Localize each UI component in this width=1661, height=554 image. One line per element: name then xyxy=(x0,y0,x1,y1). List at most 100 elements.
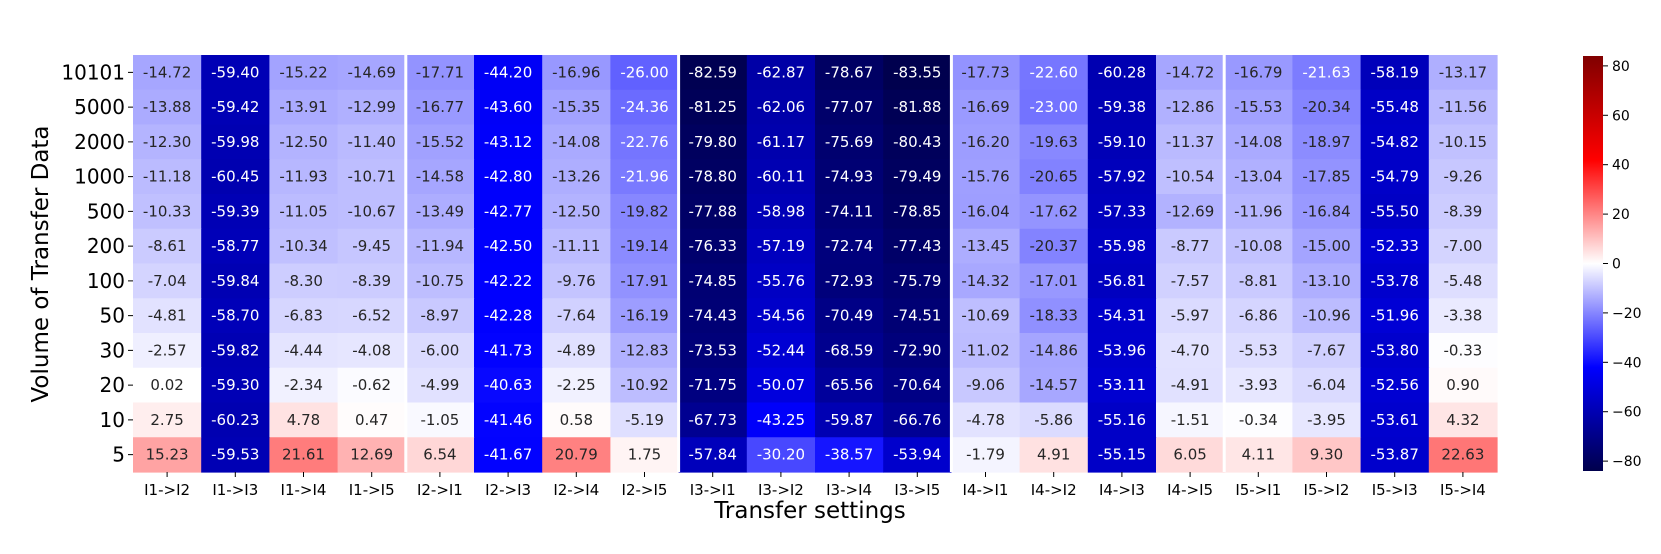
cell-value-label: -13.91 xyxy=(279,98,327,116)
cell-value-label: -8.77 xyxy=(1171,237,1210,255)
heatmap-cell xyxy=(815,367,884,404)
heatmap-cell xyxy=(269,228,339,265)
cell-value-label: -15.22 xyxy=(279,63,327,81)
y-tick-label: 5000 xyxy=(74,95,125,119)
x-tick-label: I5->I1 xyxy=(1235,481,1281,499)
cell-value-label: -4.08 xyxy=(352,341,391,359)
y-tick-label: 5 xyxy=(112,443,125,467)
cell-value-label: -52.56 xyxy=(1371,376,1419,394)
heatmap-cell xyxy=(542,55,611,91)
heatmap-cell xyxy=(133,228,202,265)
cell-value-label: 4.32 xyxy=(1446,411,1479,429)
cell-value-label: -6.04 xyxy=(1307,376,1346,394)
heatmap-cell xyxy=(746,159,816,195)
cell-value-label: -59.53 xyxy=(211,446,259,464)
cell-value-label: -55.50 xyxy=(1371,202,1419,220)
x-tick-label: I5->I4 xyxy=(1440,481,1486,499)
heatmap-cell xyxy=(337,159,407,195)
heatmap-cell xyxy=(1292,159,1362,195)
cell-value-label: -19.63 xyxy=(1030,133,1078,151)
heatmap-cell xyxy=(1360,89,1430,126)
heatmap-cell xyxy=(1428,55,1498,91)
heatmap-cell xyxy=(678,402,748,438)
heatmap-cell xyxy=(405,333,475,369)
heatmap-cell xyxy=(337,437,407,473)
heatmap-cell xyxy=(337,194,407,230)
heatmap-cell xyxy=(1156,228,1225,265)
cell-value-label: -42.80 xyxy=(484,168,532,186)
heatmap-cell xyxy=(951,437,1021,473)
heatmap-cell xyxy=(1428,263,1498,299)
cell-value-label: -7.64 xyxy=(557,307,596,325)
cell-value-label: -74.51 xyxy=(893,307,941,325)
cell-value-label: -5.53 xyxy=(1239,341,1278,359)
cell-value-label: -11.56 xyxy=(1439,98,1487,116)
heatmap-cell xyxy=(1156,159,1225,195)
heatmap-cell xyxy=(1156,437,1225,473)
heatmap-cell xyxy=(337,124,407,160)
heatmap-cell xyxy=(610,159,680,195)
heatmap-cell xyxy=(542,89,611,126)
heatmap-cell xyxy=(474,298,543,334)
heatmap-cell xyxy=(201,228,270,265)
cell-value-label: -59.82 xyxy=(211,341,259,359)
heatmap-cell xyxy=(1428,194,1498,230)
colorbar-tick-label: −40 xyxy=(1612,355,1642,371)
heatmap-cell xyxy=(1428,159,1498,195)
group-separators xyxy=(404,55,1226,472)
heatmap-cell xyxy=(1292,228,1362,265)
cell-value-label: -13.17 xyxy=(1439,63,1487,81)
cell-value-label: -6.83 xyxy=(284,307,323,325)
heatmap-cell xyxy=(610,228,680,265)
cell-value-label: -52.44 xyxy=(757,341,805,359)
heatmap-cell xyxy=(337,367,407,404)
heatmap-cell xyxy=(474,228,543,265)
cell-value-label: -58.70 xyxy=(211,307,259,325)
cell-value-label: -62.87 xyxy=(757,63,805,81)
cell-value-label: -55.76 xyxy=(757,272,805,290)
heatmap-cell xyxy=(201,159,270,195)
cell-value-label: -10.67 xyxy=(348,202,396,220)
cell-value-label: -59.39 xyxy=(211,202,259,220)
x-tick-label: I3->I1 xyxy=(690,481,736,499)
cell-value-label: -8.39 xyxy=(352,272,391,290)
heatmap-cell xyxy=(815,228,884,265)
heatmap-cell xyxy=(337,298,407,334)
cell-value-label: -15.52 xyxy=(416,133,464,151)
cell-value-label: 15.23 xyxy=(146,446,189,464)
heatmap-cell xyxy=(133,402,202,438)
heatmap-cell xyxy=(1292,124,1362,160)
cell-value-label: -81.88 xyxy=(893,98,941,116)
cell-value-label: -74.85 xyxy=(689,272,737,290)
cell-value-label: -79.80 xyxy=(689,133,737,151)
x-tick-label: I1->I5 xyxy=(349,481,395,499)
heatmap-cell xyxy=(269,89,339,126)
cell-value-label: -16.79 xyxy=(1234,63,1282,81)
cell-value-label: -13.26 xyxy=(552,168,600,186)
heatmap-cell xyxy=(133,437,202,473)
cell-value-label: -43.25 xyxy=(757,411,805,429)
x-tick-label: I4->I3 xyxy=(1099,481,1145,499)
heatmap-cell xyxy=(815,194,884,230)
heatmap-cell xyxy=(1292,333,1362,369)
cell-value-label: -0.34 xyxy=(1239,411,1278,429)
heatmap-cell xyxy=(883,402,952,438)
cell-value-label: -10.15 xyxy=(1439,133,1487,151)
cell-value-label: -26.00 xyxy=(620,63,668,81)
heatmap-cell xyxy=(337,263,407,299)
cell-value-label: -59.84 xyxy=(211,272,259,290)
heatmap-cell xyxy=(883,437,952,473)
cell-value-label: -14.58 xyxy=(416,168,464,186)
cell-value-label: 21.61 xyxy=(282,446,325,464)
cell-value-label: -16.20 xyxy=(961,133,1009,151)
cell-value-label: -2.34 xyxy=(284,376,323,394)
cell-value-label: -17.91 xyxy=(620,272,668,290)
cell-value-label: 4.11 xyxy=(1242,446,1275,464)
heatmap-cell xyxy=(133,194,202,230)
heatmap-cell xyxy=(269,55,339,91)
heatmap-cell xyxy=(1087,194,1157,230)
cell-value-label: -4.78 xyxy=(966,411,1005,429)
heatmap-cell xyxy=(337,333,407,369)
heatmap-cell xyxy=(474,263,543,299)
y-axis-label: Volume of Transfer Data xyxy=(28,125,54,402)
